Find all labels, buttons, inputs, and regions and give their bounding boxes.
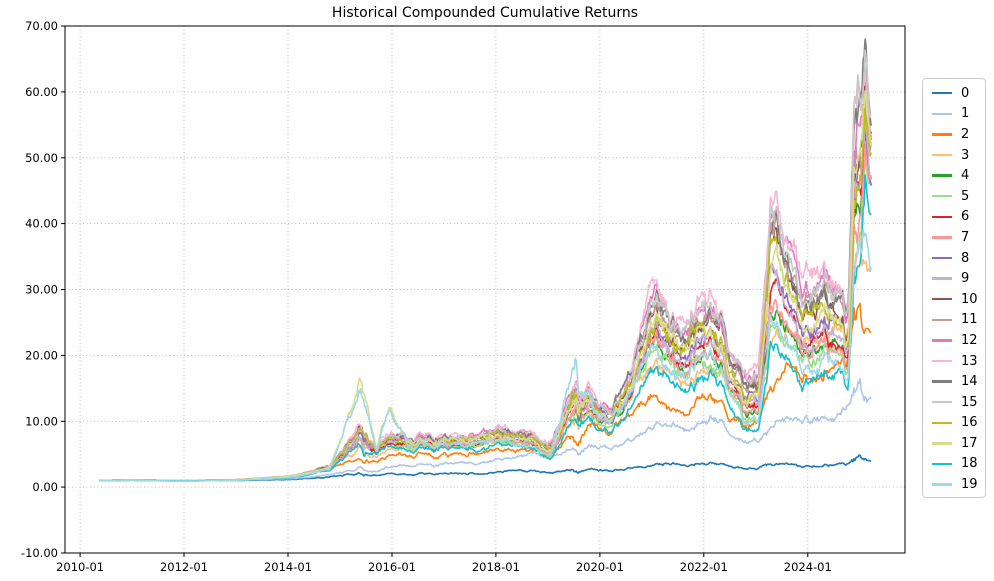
legend-item-15: 15 bbox=[923, 392, 985, 413]
y-tick-label: 60.00 bbox=[25, 85, 58, 99]
legend-line-swatch bbox=[932, 174, 952, 177]
chart-title: Historical Compounded Cumulative Returns bbox=[331, 5, 639, 21]
legend-item-11: 11 bbox=[923, 310, 985, 331]
legend-line-swatch bbox=[932, 215, 952, 219]
legend-item-8: 8 bbox=[923, 248, 985, 269]
legend-label: 16 bbox=[961, 415, 978, 431]
y-tick-label: 50.00 bbox=[25, 151, 58, 165]
legend-label: 14 bbox=[961, 374, 978, 390]
legend-line-swatch bbox=[932, 153, 952, 157]
legend-label: 6 bbox=[961, 209, 970, 225]
legend-item-13: 13 bbox=[923, 351, 985, 372]
y-tick-label: -10.00 bbox=[21, 546, 58, 560]
series-line-7 bbox=[99, 140, 872, 482]
legend-label: 10 bbox=[961, 291, 978, 307]
legend-item-0: 0 bbox=[923, 83, 985, 104]
legend-item-12: 12 bbox=[923, 330, 985, 351]
x-tick-label: 2012-01 bbox=[160, 560, 208, 574]
legend-item-18: 18 bbox=[923, 454, 985, 475]
legend-line-swatch bbox=[932, 483, 952, 486]
legend-line-swatch bbox=[932, 380, 952, 383]
legend-line-swatch bbox=[932, 112, 952, 116]
legend-label: 4 bbox=[961, 168, 970, 184]
legend-label: 9 bbox=[961, 271, 970, 287]
legend-label: 8 bbox=[961, 250, 970, 266]
series-line-0 bbox=[99, 454, 872, 482]
series-line-19 bbox=[99, 228, 872, 482]
legend-line-swatch bbox=[932, 236, 952, 239]
legend-label: 13 bbox=[961, 353, 978, 369]
legend-label: 0 bbox=[961, 85, 970, 101]
legend-line-swatch bbox=[932, 339, 952, 342]
legend-item-10: 10 bbox=[923, 289, 985, 310]
legend-line-swatch bbox=[932, 401, 952, 404]
legend-line-swatch bbox=[932, 256, 952, 260]
x-tick-label: 2018-01 bbox=[472, 560, 520, 574]
series-line-8 bbox=[99, 121, 872, 482]
x-tick-label: 2010-01 bbox=[56, 560, 104, 574]
x-tick-label: 2022-01 bbox=[680, 560, 728, 574]
series-line-9 bbox=[99, 116, 872, 482]
legend-line-swatch bbox=[932, 277, 952, 280]
legend-item-16: 16 bbox=[923, 413, 985, 434]
legend-line-swatch bbox=[932, 462, 952, 466]
legend: 0 1 2 3 4 5 6 7 8 9 10 11 12 13 14 15 16 17 18 19 bbox=[922, 78, 986, 498]
legend-label: 7 bbox=[961, 229, 970, 245]
legend-line-swatch bbox=[932, 92, 952, 95]
legend-item-3: 3 bbox=[923, 145, 985, 166]
legend-item-9: 9 bbox=[923, 268, 985, 289]
legend-item-1: 1 bbox=[923, 104, 985, 125]
series-line-4 bbox=[99, 129, 872, 482]
series-line-16 bbox=[99, 103, 872, 482]
x-tick-label: 2024-01 bbox=[784, 560, 832, 574]
y-tick-label: 30.00 bbox=[25, 283, 58, 297]
series-line-15 bbox=[99, 49, 872, 482]
legend-label: 5 bbox=[961, 188, 970, 204]
legend-line-swatch bbox=[932, 442, 952, 445]
series-line-6 bbox=[99, 120, 872, 482]
legend-line-swatch bbox=[932, 195, 952, 198]
y-tick-label: 0.00 bbox=[32, 480, 58, 494]
legend-label: 19 bbox=[961, 477, 978, 493]
legend-line-swatch bbox=[932, 133, 952, 136]
y-tick-label: 20.00 bbox=[25, 348, 58, 362]
legend-item-14: 14 bbox=[923, 371, 985, 392]
legend-line-swatch bbox=[932, 359, 952, 363]
x-tick-label: 2016-01 bbox=[368, 560, 416, 574]
series-line-14 bbox=[99, 38, 872, 482]
y-tick-label: 10.00 bbox=[25, 414, 58, 428]
legend-item-4: 4 bbox=[923, 165, 985, 186]
legend-line-swatch bbox=[932, 318, 952, 322]
legend-label: 17 bbox=[961, 435, 978, 451]
y-tick-label: 70.00 bbox=[25, 19, 58, 33]
legend-item-5: 5 bbox=[923, 186, 985, 207]
legend-label: 12 bbox=[961, 332, 978, 348]
x-tick-label: 2014-01 bbox=[264, 560, 312, 574]
legend-line-swatch bbox=[932, 298, 952, 301]
legend-label: 2 bbox=[961, 126, 970, 142]
legend-item-6: 6 bbox=[923, 207, 985, 228]
y-tick-label: 40.00 bbox=[25, 217, 58, 231]
legend-item-2: 2 bbox=[923, 124, 985, 145]
legend-label: 15 bbox=[961, 394, 978, 410]
x-tick-label: 2020-01 bbox=[576, 560, 624, 574]
legend-label: 18 bbox=[961, 456, 978, 472]
legend-item-7: 7 bbox=[923, 227, 985, 248]
legend-label: 1 bbox=[961, 106, 970, 122]
legend-item-17: 17 bbox=[923, 433, 985, 454]
legend-line-swatch bbox=[932, 421, 952, 424]
legend-label: 11 bbox=[961, 312, 978, 328]
series-group bbox=[99, 38, 872, 482]
legend-label: 3 bbox=[961, 147, 970, 163]
legend-item-19: 19 bbox=[923, 474, 985, 495]
